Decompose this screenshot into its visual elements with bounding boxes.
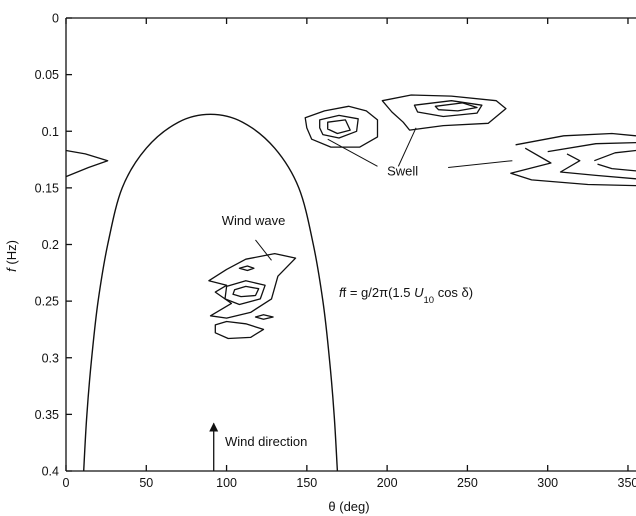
y-tick-label: 0.25 — [35, 295, 59, 309]
svg-text:f (Hz): f (Hz) — [4, 240, 19, 272]
swell-contour — [319, 114, 359, 139]
wind-wave-contour — [208, 252, 297, 319]
swell-contour — [327, 119, 351, 135]
swell-contour — [413, 100, 483, 118]
wind-wave-contour — [224, 280, 266, 306]
boundary-curve — [83, 113, 339, 472]
x-tick-label: 250 — [457, 476, 478, 490]
swell-contour — [381, 94, 507, 131]
boundary-curve-label: ff = g/2π(1.5 U10 cos δ) — [339, 285, 473, 306]
wind-direction-label: Wind direction — [225, 434, 307, 449]
y-tick-label: 0.05 — [35, 68, 59, 82]
wind-wave-contour — [238, 265, 255, 272]
swell-contour — [597, 163, 636, 172]
wind-wave-contour — [214, 320, 265, 340]
wind-wave-label: Wind wave — [222, 213, 286, 228]
x-tick-label: 150 — [296, 476, 317, 490]
x-tick-label: 100 — [216, 476, 237, 490]
y-tick-label: 0.2 — [42, 238, 59, 252]
boundary-label-var: U — [414, 285, 424, 300]
x-tick-label: 200 — [377, 476, 398, 490]
x-axis-label-symbol: θ — [328, 499, 335, 514]
swell-contour — [65, 149, 109, 178]
boundary-label-f: f — [339, 285, 344, 300]
swell-contour — [515, 132, 636, 146]
y-axis-label-symbol: f — [4, 267, 19, 272]
x-axis-label: θ (deg) — [328, 499, 369, 514]
x-axis-label-unit: (deg) — [339, 499, 369, 514]
swell-contour — [594, 149, 636, 162]
wind-wave-contour — [232, 285, 260, 298]
swell-contour — [510, 147, 636, 187]
x-tick-label: 350 — [618, 476, 636, 490]
y-tick-label: 0.4 — [42, 465, 59, 479]
swell-pointer — [327, 138, 378, 167]
swell-contour — [434, 102, 478, 112]
boundary-label-prefix: f = g/2π(1.5 — [343, 285, 414, 300]
y-axis-label: f (Hz) — [4, 240, 19, 272]
y-axis-label-unit: (Hz) — [4, 240, 19, 265]
y-tick-label: 0.35 — [35, 408, 59, 422]
boundary-label-suffix: cos δ) — [434, 285, 473, 300]
swell-pointer — [397, 127, 417, 167]
swell-contour — [547, 141, 636, 153]
y-tick-label: 0 — [52, 12, 59, 26]
boundary-label-sub: 10 — [424, 295, 435, 306]
x-tick-label: 300 — [537, 476, 558, 490]
swell-label: Swell — [387, 163, 418, 178]
swell-contour — [304, 105, 379, 148]
x-tick-label: 0 — [63, 476, 70, 490]
svg-text:θ (deg): θ (deg) — [328, 499, 369, 514]
y-tick-label: 0.1 — [42, 125, 59, 139]
wind-wave-contour — [254, 314, 274, 320]
wind-wave-pointer — [255, 239, 272, 261]
svg-text:ff = g/2π(1.5 U10 cos δ): ff = g/2π(1.5 U10 cos δ) — [339, 285, 473, 306]
x-tick-label: 50 — [139, 476, 153, 490]
y-tick-label: 0.3 — [42, 351, 59, 365]
swell-pointer — [448, 160, 513, 168]
swell-contour — [559, 153, 636, 180]
y-tick-label: 0.15 — [35, 181, 59, 195]
